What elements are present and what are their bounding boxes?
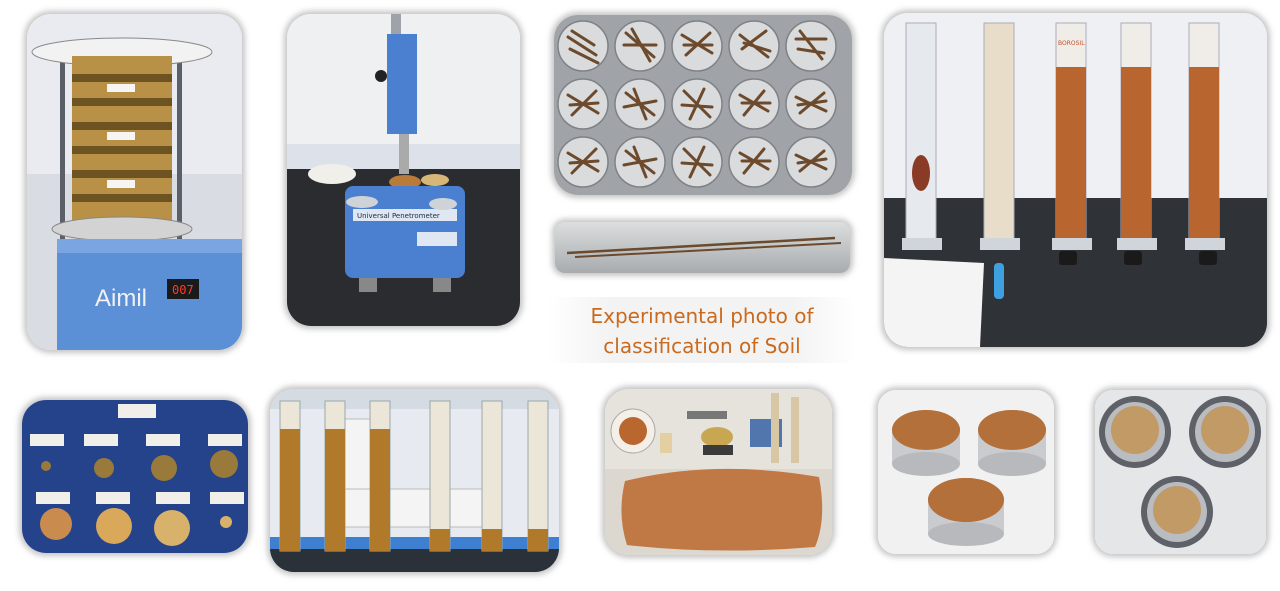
sieve-shaker-image: Aimil 007 bbox=[27, 14, 242, 350]
soil-thread-strip-image bbox=[555, 222, 850, 273]
soil-rings-image bbox=[878, 390, 1054, 554]
sedimentation-cylinders-image bbox=[270, 389, 559, 572]
photo-soil-threads-tray bbox=[554, 15, 852, 195]
caption-line-1: Experimental photo of bbox=[590, 304, 814, 328]
liquid-limit-image bbox=[605, 389, 832, 555]
photo-liquid-limit-test bbox=[605, 389, 832, 555]
hydrometer-cylinders-image: BOROSIL bbox=[884, 13, 1267, 347]
photo-sieve-shaker: Aimil 007 bbox=[27, 14, 242, 350]
sieve-stack bbox=[72, 56, 172, 226]
photo-soil-samples bbox=[22, 400, 248, 553]
penetrometer-label: Universal Penetrometer bbox=[357, 212, 440, 220]
photo-penetrometer: Universal Penetrometer bbox=[287, 14, 520, 326]
brand-label: Aimil bbox=[95, 285, 147, 312]
photo-soil-rings bbox=[878, 390, 1054, 554]
penetrometer-image: Universal Penetrometer bbox=[287, 14, 520, 326]
photo-soil-thread-strip bbox=[555, 222, 850, 273]
soil-steel-cups-image bbox=[1095, 390, 1266, 554]
caption-line-2: classification of Soil bbox=[603, 334, 801, 358]
shaker-display: 007 bbox=[172, 283, 194, 297]
photo-hydrometer-cylinders: BOROSIL bbox=[884, 13, 1267, 347]
figure-caption: Experimental photo of classification of … bbox=[548, 297, 856, 363]
cylinder-brand: BOROSIL bbox=[1058, 40, 1085, 47]
soil-threads-image bbox=[554, 15, 852, 195]
photo-sedimentation-cylinders bbox=[270, 389, 559, 572]
photo-soil-steel-cups bbox=[1095, 390, 1266, 554]
soil-samples-image bbox=[22, 400, 248, 553]
